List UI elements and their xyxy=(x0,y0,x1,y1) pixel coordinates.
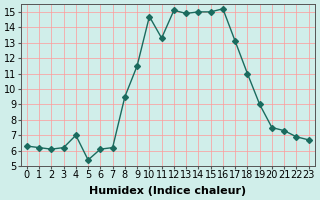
X-axis label: Humidex (Indice chaleur): Humidex (Indice chaleur) xyxy=(89,186,246,196)
